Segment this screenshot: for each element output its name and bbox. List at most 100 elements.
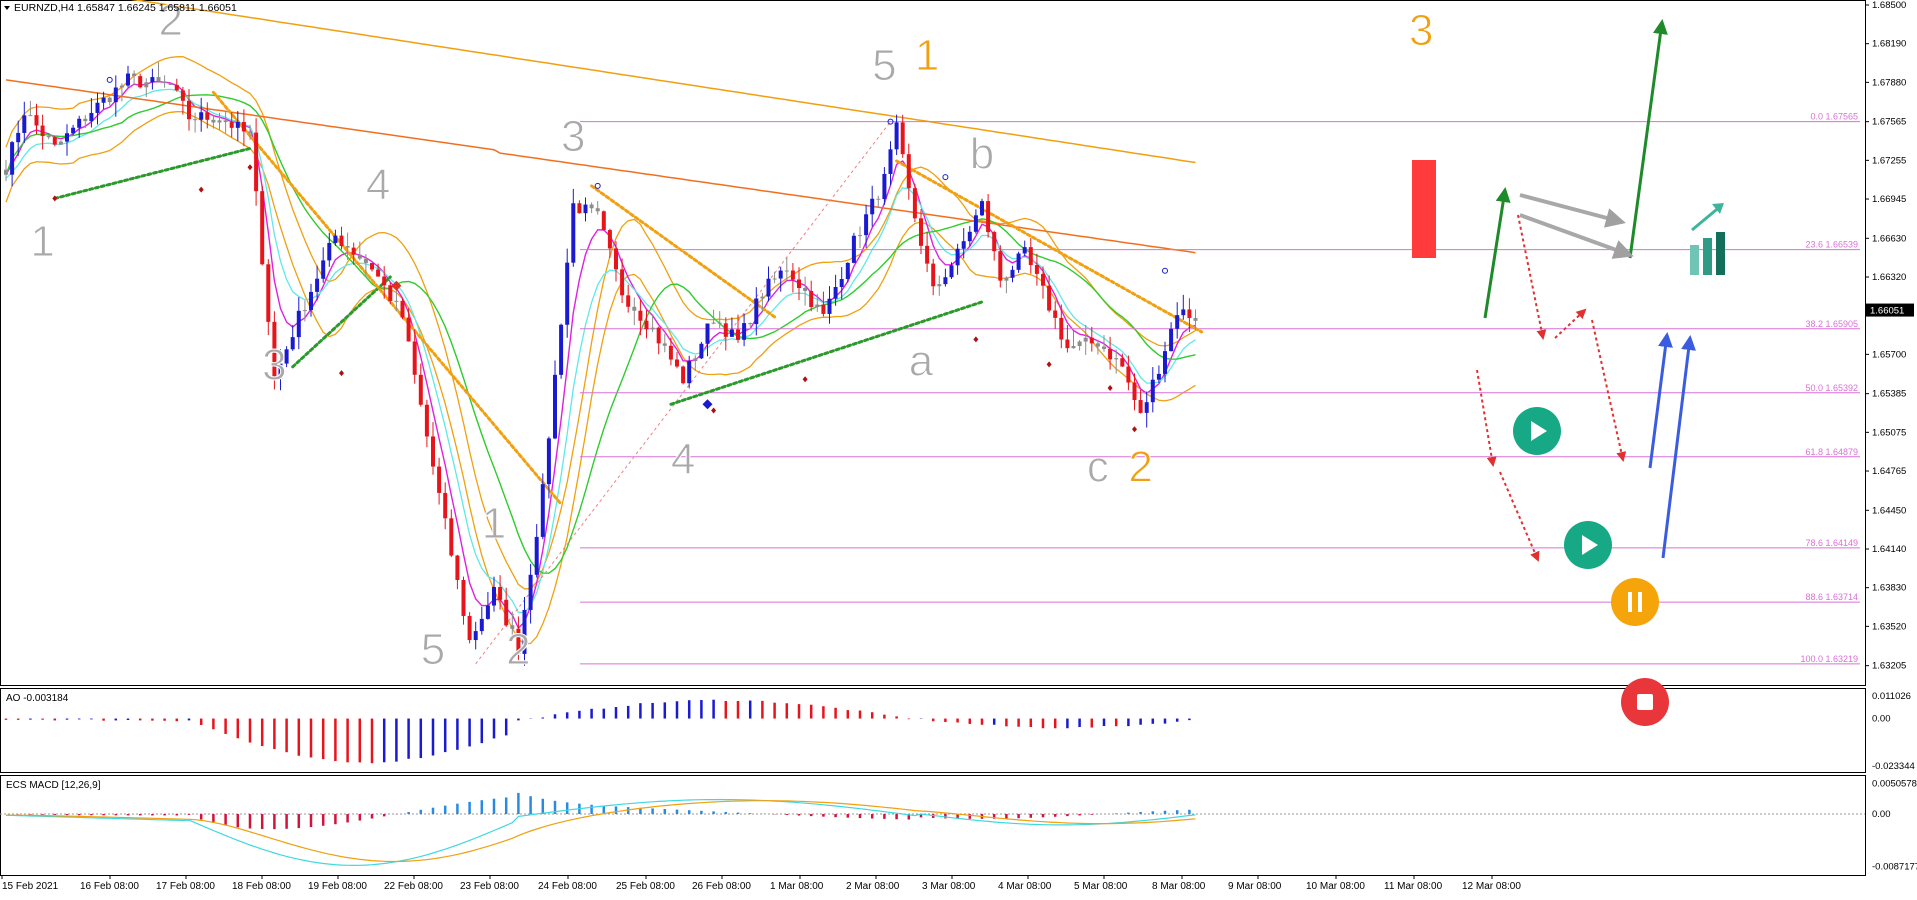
candle-body <box>992 232 997 252</box>
candle-body <box>546 438 551 485</box>
candle-body <box>906 154 911 189</box>
growth-arrowhead <box>1712 203 1724 214</box>
candle-body <box>327 242 332 261</box>
candle-body <box>565 262 570 325</box>
macd-line <box>5 798 1196 867</box>
candle-body <box>424 404 429 437</box>
candle-body <box>107 97 112 103</box>
candle-body <box>16 132 21 143</box>
candle-body <box>973 215 978 232</box>
candle-body <box>65 133 69 142</box>
candle-body <box>693 358 698 362</box>
macd-tick-label: 0.0050578 <box>1872 778 1917 789</box>
play-icon <box>1582 535 1598 555</box>
candle-body <box>742 323 747 340</box>
candle-body <box>52 137 57 145</box>
price-tick-label: 1.66320 <box>1872 272 1906 283</box>
candle-body <box>571 203 576 263</box>
wave-label: 5 <box>421 625 445 674</box>
ema-fast-magenta <box>5 80 1196 630</box>
ao-tick-label: 0.011026 <box>1872 691 1911 702</box>
wave-label: 4 <box>671 435 695 484</box>
candle-body <box>28 115 33 117</box>
candle-body <box>559 324 564 375</box>
candles <box>4 62 1198 666</box>
fib-level-label: 61.8 1.64879 <box>1805 447 1858 457</box>
wave-label: 1 <box>915 31 939 80</box>
stop-icon <box>1621 678 1669 726</box>
candle-body <box>888 149 893 174</box>
fractal-up-marker <box>887 118 894 125</box>
wave-label: b <box>970 129 994 178</box>
price-axis: 1.68500 1.68190 1.67880 1.67565 1.67255 1.669… <box>1865 0 1917 873</box>
price-tick-label: 1.67255 <box>1872 155 1906 166</box>
candle-body <box>894 122 899 150</box>
ao-histogram <box>4 699 1191 764</box>
price-tick-label: 1.67880 <box>1872 77 1906 88</box>
candle-body <box>89 112 94 122</box>
candle-body <box>1089 337 1094 344</box>
candle-body <box>919 218 923 246</box>
candle-body <box>174 84 179 91</box>
current-price-label: 1.66051 <box>1870 306 1904 317</box>
candle-body <box>1193 317 1198 321</box>
resistance-zone-block <box>1412 160 1436 258</box>
candle-body <box>333 235 338 243</box>
support-trendline <box>53 146 252 200</box>
candle-body <box>766 278 771 297</box>
candle-body <box>296 310 301 338</box>
wave-label: 2 <box>158 0 182 45</box>
candle-body <box>83 118 88 122</box>
stop-icon-square <box>1637 694 1653 710</box>
signal-diamond-marker <box>702 399 713 410</box>
candle-body <box>260 191 265 265</box>
candle-body <box>1132 382 1137 401</box>
candle-body <box>187 100 191 120</box>
candle-body <box>528 574 533 610</box>
wave-label: 3 <box>262 340 286 389</box>
time-axis: 15 Feb 2021 16 Feb 08:00 17 Feb 08:00 18 Fe… <box>1 875 1521 892</box>
projection-down-arrow <box>1476 369 1497 467</box>
candle-body <box>711 322 716 324</box>
projection-down-arrow <box>1499 471 1540 562</box>
dropdown-triangle-icon[interactable] <box>4 6 10 10</box>
candle-body <box>961 241 966 249</box>
candle-body <box>1144 402 1149 413</box>
fib-level-label: 50.0 1.65392 <box>1805 383 1858 393</box>
candle-body <box>931 263 936 287</box>
growth-bar <box>1716 232 1725 275</box>
candle-body <box>687 361 692 384</box>
candle-body <box>644 320 649 330</box>
projection-up-arrow <box>1628 19 1668 259</box>
price-tick-label: 1.65075 <box>1872 427 1906 438</box>
pause-icon <box>1611 578 1659 626</box>
projection-up-arrow <box>1661 335 1696 559</box>
time-tick-label: 17 Feb 08:00 <box>156 881 215 892</box>
play-icon <box>1564 521 1612 569</box>
candle-body <box>229 122 234 128</box>
time-tick-label: 25 Feb 08:00 <box>616 881 675 892</box>
candle-body <box>882 173 887 200</box>
support-trendline <box>669 300 984 406</box>
bar-chart-growth-icon <box>1690 203 1725 275</box>
time-tick-label: 9 Mar 08:00 <box>1228 881 1282 892</box>
time-tick-label: 15 Feb 2021 <box>2 881 59 892</box>
candle-body <box>437 466 442 493</box>
candle-body <box>540 484 545 537</box>
candle-body <box>180 90 185 101</box>
candle-body <box>156 77 161 82</box>
candle-body <box>748 323 753 325</box>
candle-body <box>699 343 704 359</box>
time-tick-label: 8 Mar 08:00 <box>1152 881 1206 892</box>
fib-level-label: 88.6 1.63714 <box>1805 592 1858 602</box>
current-price-box <box>1866 303 1914 317</box>
projection-arrows <box>1412 19 1696 562</box>
price-tick-label: 1.68190 <box>1872 39 1906 50</box>
candle-body <box>241 121 246 132</box>
candle-body <box>1059 317 1064 340</box>
ao-tick-label: -0.023344 <box>1872 761 1915 772</box>
candle-body <box>1083 337 1088 342</box>
ao-label: AO -0.003184 <box>6 693 69 704</box>
signal-diamond-marker <box>391 280 402 291</box>
